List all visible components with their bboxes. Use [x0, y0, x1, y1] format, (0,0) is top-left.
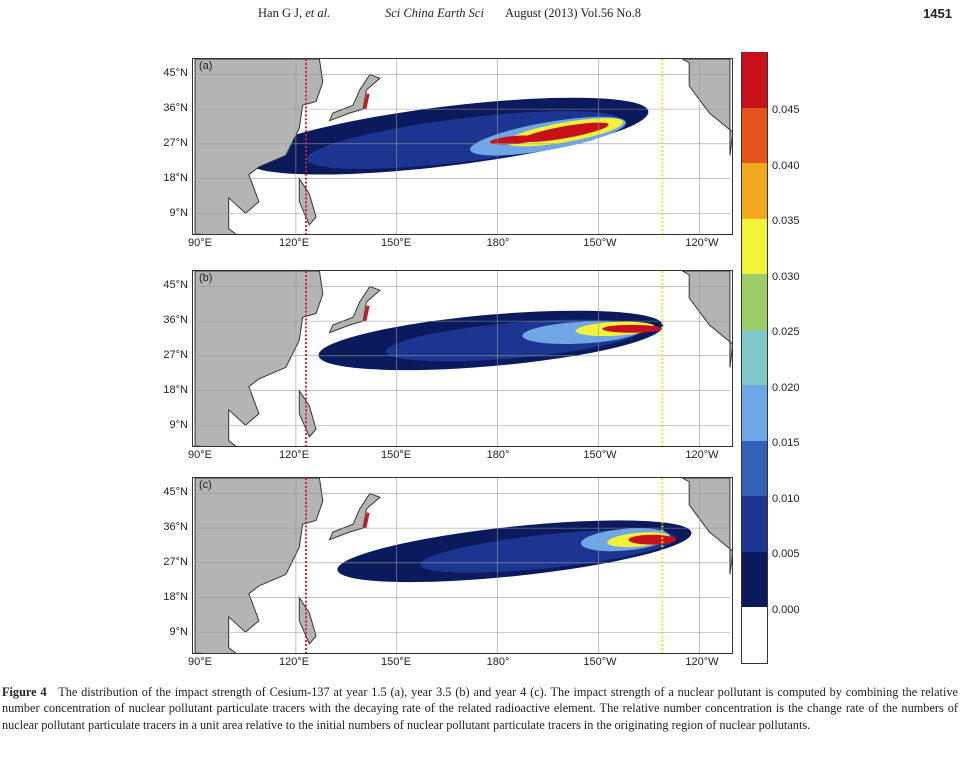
lon-tick-label: 90°E	[188, 449, 212, 461]
colorbar-tick-label: 0.005	[772, 548, 800, 560]
north-america	[680, 477, 734, 575]
lat-tick-label: 45°N	[163, 66, 188, 79]
colorbar-tick-label: 0.025	[772, 326, 800, 338]
header-journal: Sci China Earth Sci	[385, 6, 484, 20]
lon-tick-label: 150°E	[380, 449, 412, 461]
lon-tick-label: 120°E	[278, 449, 310, 461]
fukushima-coast	[363, 512, 370, 529]
lon-tick-label: 180°	[486, 237, 510, 249]
colorbar-segment	[742, 496, 767, 552]
colorbar-segment	[742, 607, 767, 663]
asia-landmass	[194, 270, 324, 449]
header-issue: August (2013) Vol.56 No.8	[505, 6, 642, 20]
lon-tick-label: 120°E	[278, 237, 310, 249]
lat-tick-label: 18°N	[163, 171, 188, 184]
figure-caption: Figure 4 The distribution of the impact …	[2, 684, 958, 733]
lat-tick-label: 27°N	[163, 348, 188, 361]
lat-tick-label: 9°N	[169, 626, 188, 638]
map-panel-a: (a)	[192, 58, 734, 237]
colorbar-segment	[742, 107, 767, 163]
lon-tick-label: 150°W	[583, 449, 617, 461]
colorbar-tick-label: 0.045	[772, 104, 800, 116]
concentration-blob	[602, 324, 662, 333]
lon-tick-label: 120°W	[685, 449, 719, 461]
map-panel-c: (c)	[192, 477, 734, 656]
caption-text: The distribution of the impact strength …	[2, 685, 958, 732]
lat-tick-label: 45°N	[163, 485, 188, 498]
lat-tick-label: 18°N	[163, 383, 188, 396]
lat-tick-label: 27°N	[163, 555, 188, 568]
lat-tick-label: 36°N	[163, 520, 188, 533]
colorbar-tick-label: 0.020	[772, 381, 800, 394]
lon-tick-label: 150°W	[583, 656, 617, 668]
lon-tick-label: 150°E	[380, 656, 412, 668]
colorbar-tick-label: 0.000	[772, 603, 800, 616]
lon-tick-label: 150°W	[583, 237, 617, 249]
colorbar-segment	[742, 329, 767, 385]
map-panel-b: (b)	[192, 270, 734, 449]
lat-tick-label: 18°N	[163, 590, 188, 603]
colorbar-tick-label: 0.035	[772, 215, 800, 227]
concentration-blob	[521, 122, 609, 142]
lon-tick-label: 90°E	[188, 656, 212, 668]
colorbar-segment	[742, 218, 767, 274]
asia-landmass	[194, 477, 324, 656]
lat-tick-label: 36°N	[163, 101, 188, 114]
lon-tick-label: 180°	[486, 656, 510, 668]
colorbar-tick-label: 0.010	[772, 492, 800, 505]
north-america	[680, 58, 734, 156]
lon-tick-label: 120°W	[685, 237, 719, 249]
panel-label: (c)	[199, 479, 212, 491]
panel-label: (a)	[199, 60, 213, 72]
colorbar-segment	[742, 274, 767, 330]
lon-tick-label: 150°E	[380, 237, 412, 249]
header-authors: Han G J, et al.	[258, 6, 331, 20]
colorbar-tick-label: 0.030	[772, 270, 800, 283]
colorbar-segment	[742, 440, 767, 496]
lon-tick-label: 120°E	[278, 656, 310, 668]
colorbar-tick-label: 0.040	[772, 159, 800, 172]
fukushima-coast	[363, 93, 370, 110]
north-america	[680, 270, 734, 368]
colorbar-segment	[742, 385, 767, 441]
fukushima-coast	[363, 305, 370, 322]
colorbar-tick-label: 0.015	[772, 437, 800, 449]
page-number: 1451	[923, 6, 952, 21]
lat-tick-label: 45°N	[163, 278, 188, 291]
lat-tick-label: 27°N	[163, 136, 188, 149]
colorbar-segment	[742, 163, 767, 219]
lon-tick-label: 180°	[486, 449, 510, 461]
lat-tick-label: 9°N	[169, 207, 188, 219]
colorbar-segment	[742, 52, 767, 108]
panel-label: (b)	[199, 272, 213, 284]
colorbar	[741, 52, 768, 664]
lon-tick-label: 90°E	[188, 237, 212, 249]
concentration-blob	[628, 534, 676, 545]
caption-label: Figure 4	[2, 685, 47, 699]
lat-tick-label: 36°N	[163, 313, 188, 326]
lat-tick-label: 9°N	[169, 419, 188, 431]
lon-tick-label: 120°W	[685, 656, 719, 668]
colorbar-segment	[742, 551, 767, 607]
concentration-blob	[489, 135, 540, 145]
asia-landmass	[194, 58, 324, 237]
